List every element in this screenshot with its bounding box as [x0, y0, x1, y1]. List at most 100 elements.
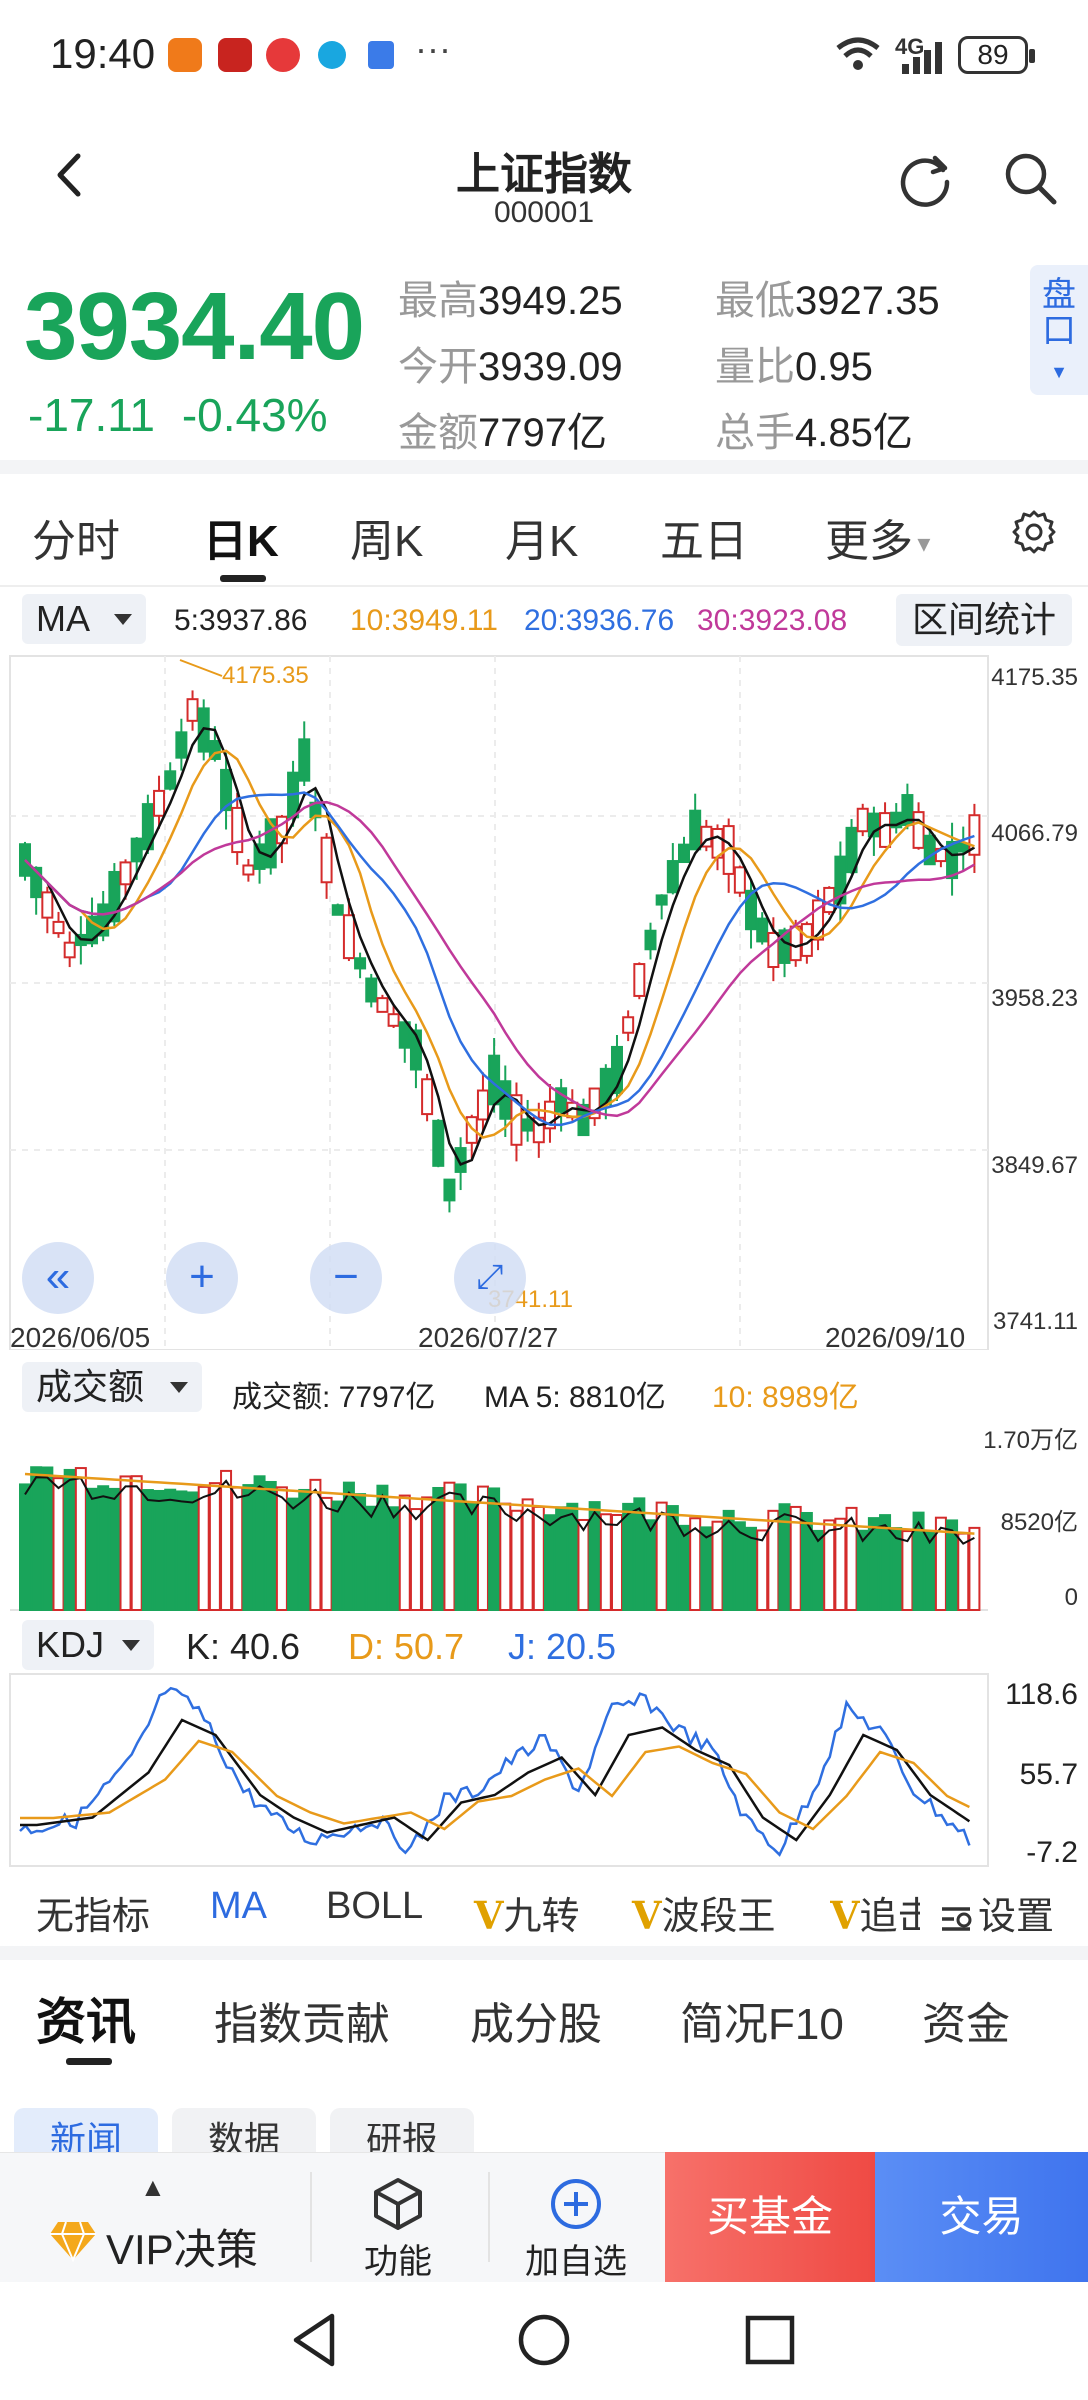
volume-ma-lines	[24, 1472, 975, 1545]
double-chevron-left-icon: «	[45, 1252, 71, 1301]
system-navigation-bar	[0, 2282, 1088, 2400]
active-tab-indicator	[66, 2058, 112, 2065]
tab-five-day[interactable]: 五日	[660, 517, 748, 566]
indicator-settings[interactable]: 设置	[934, 1885, 1055, 1940]
search-icon[interactable]	[1000, 148, 1060, 208]
chevron-up-icon[interactable]: ▲	[140, 2172, 166, 2202]
more-notifications-icon: ···	[415, 28, 451, 69]
v-badge-icon: V	[830, 1893, 860, 1938]
ma-selector[interactable]: MA	[22, 594, 146, 644]
app-notification-icon	[266, 38, 300, 72]
diamond-icon	[50, 2221, 96, 2262]
stat-value: 3927.35	[795, 279, 940, 323]
stat-value: 7797亿	[478, 411, 607, 455]
tab-intraday[interactable]: 分时	[32, 517, 120, 566]
candles	[19, 690, 981, 1213]
buy-fund-button[interactable]: 买基金	[665, 2152, 875, 2282]
ma5-value: 5:3937.86	[174, 604, 308, 637]
divider	[488, 2172, 490, 2262]
stat-low: 最低3927.35	[715, 268, 940, 326]
y-tick: 0	[1064, 1584, 1078, 1611]
calendar-icon	[368, 41, 394, 69]
stat-label: 金额	[398, 411, 478, 455]
v-badge-icon: V	[474, 1893, 504, 1938]
v-badge-icon: V	[632, 1893, 662, 1938]
stat-value: 4.85亿	[795, 411, 913, 455]
stat-hands: 总手4.85亿	[715, 400, 913, 458]
indicator-boduanwang[interactable]: V波段王	[632, 1885, 776, 1940]
tab-monthly-k[interactable]: 月K	[505, 517, 579, 566]
scroll-left-button[interactable]: «	[22, 1242, 94, 1314]
tab-index-contribution[interactable]: 指数贡献	[214, 2000, 390, 2049]
kdj-k: K: 40.6	[186, 1626, 301, 1667]
nav-recents-icon[interactable]	[744, 2314, 796, 2366]
volume-bars	[10, 1466, 988, 1612]
stat-label: 最高	[398, 279, 478, 323]
pankou-toggle[interactable]: 盘口 ▼	[1030, 265, 1088, 395]
settings-label: 设置	[978, 1896, 1055, 1938]
nav-back-icon[interactable]	[290, 2312, 340, 2368]
vip-decision-button[interactable]: VIP决策	[106, 2226, 258, 2273]
indicator-label: 追击	[859, 1896, 920, 1938]
stat-label: 量比	[715, 345, 795, 389]
chart-grid	[9, 655, 989, 1350]
back-arrow-icon[interactable]	[50, 150, 90, 200]
status-bar: 19:40 ··· 4G 89	[0, 0, 1088, 110]
tab-weekly-k[interactable]: 周K	[350, 517, 424, 566]
kdj-chart	[9, 1673, 989, 1867]
chevron-down-icon: ▼	[913, 531, 935, 557]
pankou-label: 盘口	[1042, 276, 1076, 350]
zoom-out-button[interactable]: −	[310, 1242, 382, 1314]
fullscreen-button[interactable]: ⤢	[454, 1242, 526, 1314]
price-change: -17.11 -0.43%	[28, 388, 328, 442]
nav-home-icon[interactable]	[516, 2312, 572, 2368]
stat-high: 最高3949.25	[398, 268, 623, 326]
expand-icon: ⤢	[476, 1258, 504, 1296]
volume-ma10: 10: 8989亿	[712, 1381, 859, 1414]
kdj-j: J: 20.5	[508, 1626, 617, 1667]
indicator-jiuzhuan[interactable]: V九转	[474, 1885, 580, 1940]
tab-capital[interactable]: 资金	[922, 2000, 1010, 2049]
ma30-value: 30:3923.08	[697, 604, 848, 637]
change-amount: -17.11	[28, 389, 156, 441]
kdj-d: D: 50.7	[348, 1626, 465, 1667]
tab-daily-k[interactable]: 日K	[203, 517, 279, 566]
stat-value: 0.95	[795, 345, 873, 389]
function-button[interactable]: 功能	[364, 2243, 432, 2281]
wifi-icon	[836, 37, 880, 70]
indicator-zhuiji[interactable]: V追击	[830, 1885, 920, 1940]
stat-label: 最低	[715, 279, 795, 323]
refresh-icon[interactable]	[895, 148, 955, 208]
trade-button[interactable]: 交易	[875, 2152, 1088, 2282]
kline-chart[interactable]	[0, 650, 1088, 1350]
divider	[310, 2172, 312, 2262]
indicator-label: 九转	[503, 1896, 580, 1938]
kdj-lines	[9, 1673, 989, 1867]
indicator-boll[interactable]: BOLL	[326, 1885, 424, 1927]
tab-news[interactable]: 资讯	[36, 1994, 136, 2050]
zoom-in-button[interactable]: +	[166, 1242, 238, 1314]
gear-icon[interactable]	[1010, 508, 1058, 556]
y-tick: 3741.11	[993, 1308, 1078, 1335]
volume-ma5: MA 5: 8810亿	[484, 1381, 666, 1414]
stat-value: 3949.25	[478, 279, 623, 323]
tab-f10[interactable]: 简况F10	[680, 2000, 844, 2049]
divider	[0, 585, 1088, 587]
y-tick: 1.70万亿	[983, 1427, 1078, 1454]
cube-icon	[374, 2178, 422, 2230]
page-title: 上证指数	[456, 150, 632, 199]
stat-label: 今开	[398, 345, 478, 389]
cell-signal-icon	[902, 42, 942, 74]
y-tick: 3849.67	[991, 1152, 1078, 1179]
indicator-none[interactable]: 无指标	[36, 1896, 151, 1938]
indicator-ma[interactable]: MA	[210, 1885, 267, 1927]
y-tick: 55.7	[1019, 1758, 1078, 1791]
kdj-selector[interactable]: KDJ	[22, 1620, 154, 1670]
tab-constituents[interactable]: 成分股	[470, 2000, 602, 2049]
volume-chart	[10, 1466, 988, 1612]
settings-list-icon	[942, 1907, 972, 1931]
volume-selector[interactable]: 成交额	[22, 1362, 202, 1412]
tab-more[interactable]: 更多▼	[825, 505, 935, 569]
range-stats-button[interactable]: 区间统计	[896, 594, 1072, 646]
add-watchlist-button[interactable]: 加自选	[525, 2243, 627, 2281]
